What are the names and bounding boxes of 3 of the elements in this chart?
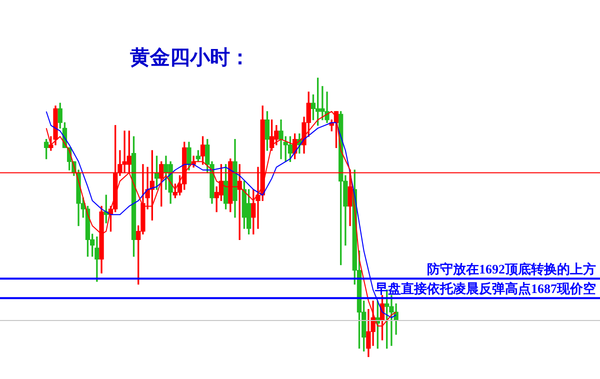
chart-title: 黄金四小时：: [130, 46, 250, 71]
ref-line-label: 早盘直接依托凌晨反弹高点1687现价空: [374, 281, 596, 296]
ref-line-label: 防守放在1692顶底转换的上方: [427, 262, 596, 277]
